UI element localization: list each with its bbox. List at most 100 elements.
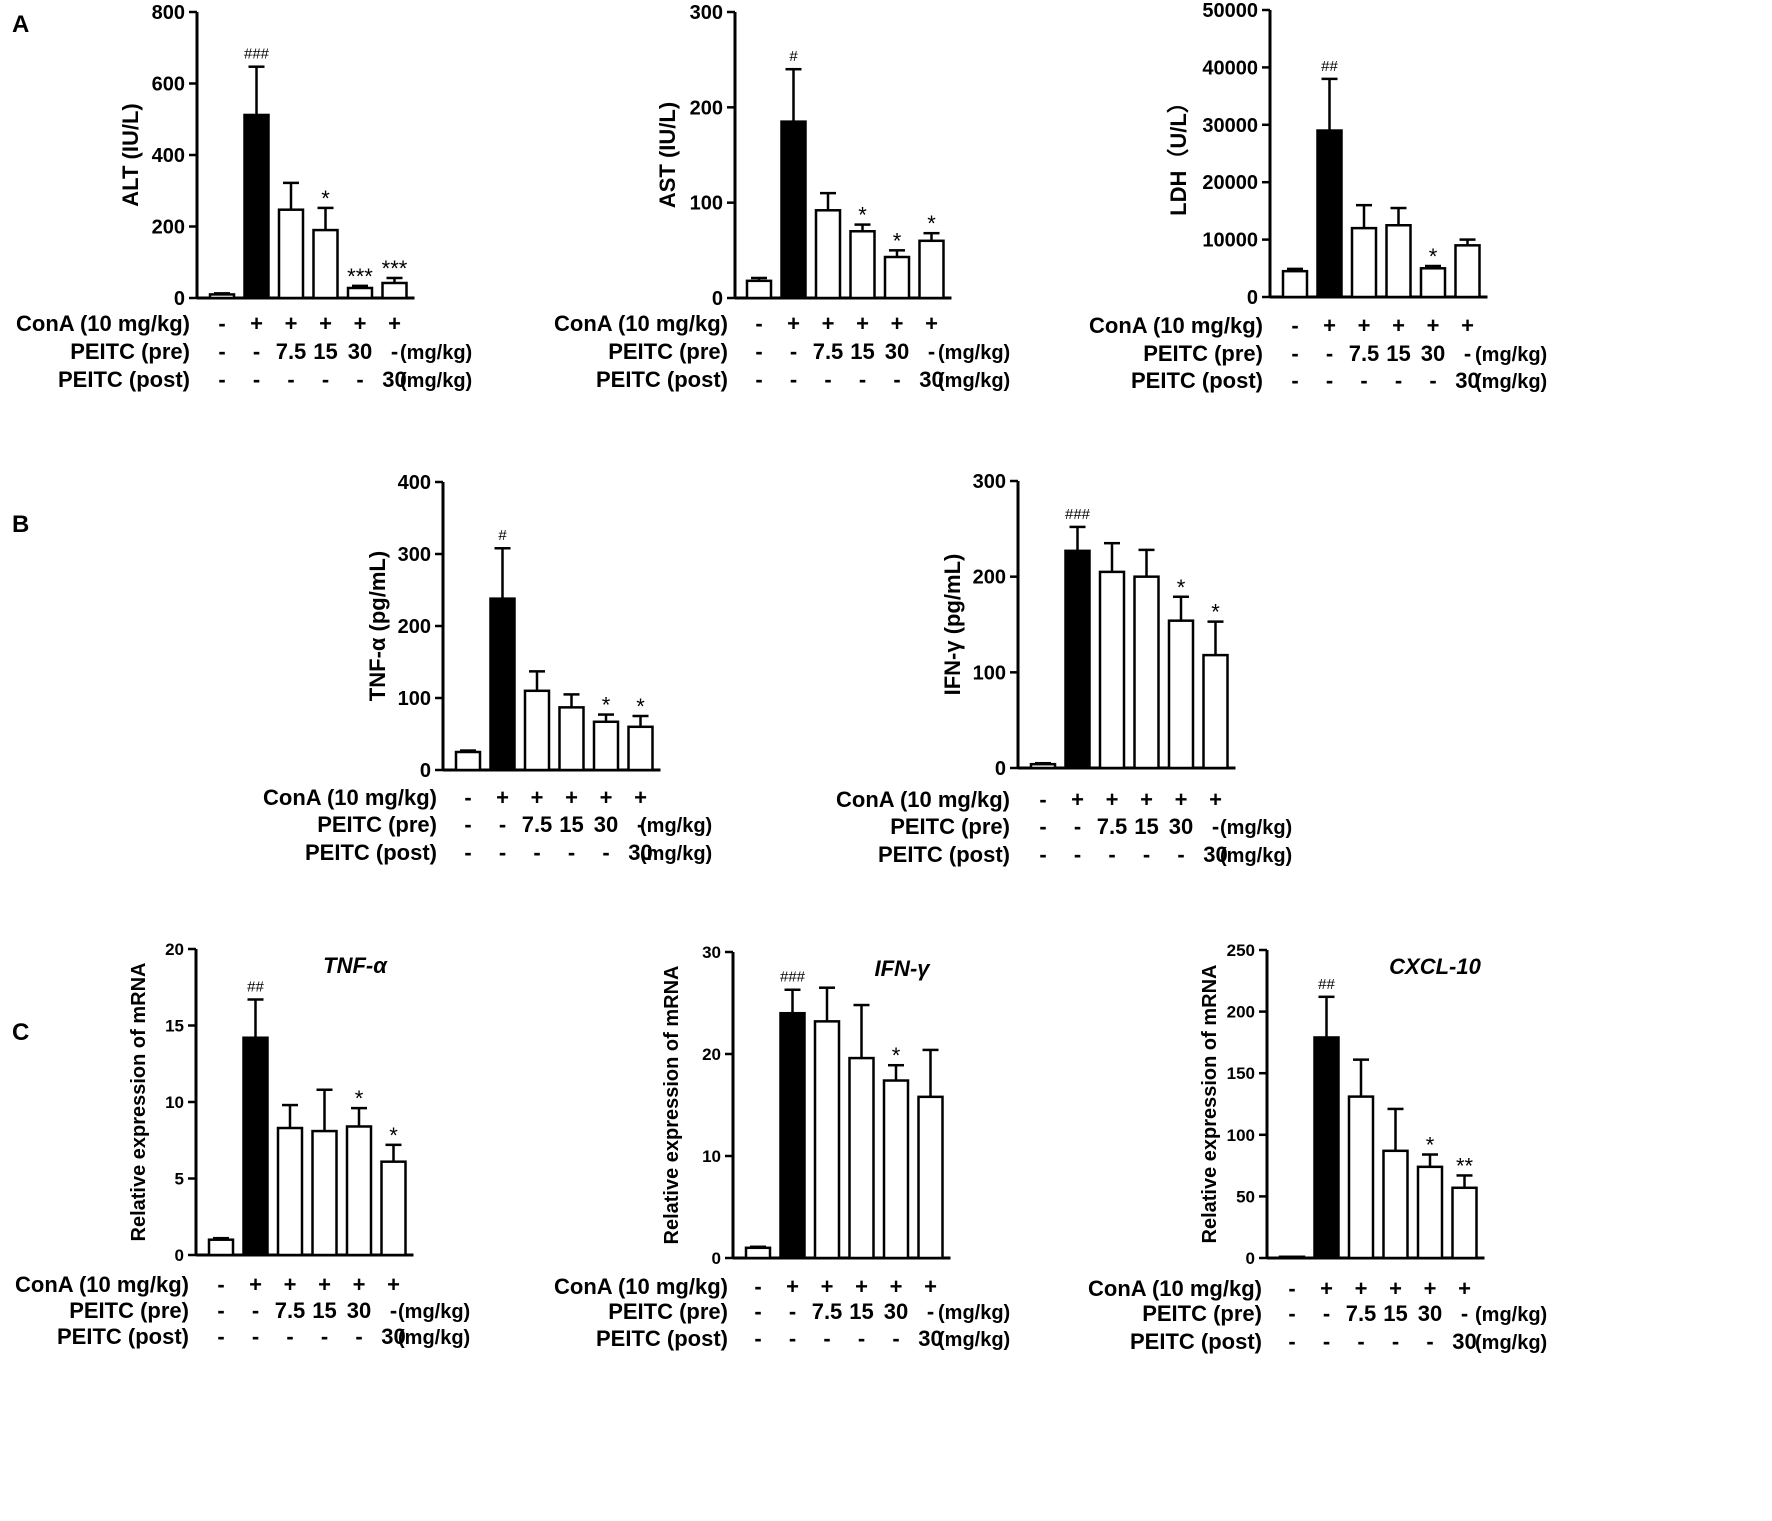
group-code: - bbox=[1426, 1329, 1433, 1354]
y-tick-label: 400 bbox=[398, 472, 431, 494]
group-code: 7.5 bbox=[1097, 814, 1128, 839]
group-code: 7.5 bbox=[522, 812, 553, 837]
unit-label: (mg/kg) bbox=[1475, 371, 1547, 393]
y-tick-label: 15 bbox=[165, 1016, 184, 1035]
group-code: + bbox=[1071, 787, 1084, 812]
significance-label: # bbox=[498, 527, 507, 544]
group-code: - bbox=[321, 1324, 328, 1349]
group-code: - bbox=[790, 339, 797, 364]
bar bbox=[243, 113, 270, 300]
group-code: - bbox=[253, 339, 260, 364]
group-code: - bbox=[928, 339, 935, 364]
row-label-pre: PEITC (pre) bbox=[70, 339, 190, 364]
group-code: 30 bbox=[628, 840, 652, 865]
y-tick-label: 150 bbox=[1227, 1064, 1255, 1083]
group-code: - bbox=[217, 1324, 224, 1349]
group-code: 30 bbox=[594, 812, 618, 837]
group-code: - bbox=[755, 367, 762, 392]
group-code: - bbox=[252, 1324, 259, 1349]
group-code: - bbox=[464, 812, 471, 837]
y-tick-label: 100 bbox=[973, 662, 1006, 684]
group-code: - bbox=[1039, 814, 1046, 839]
group-code: + bbox=[855, 1274, 868, 1299]
group-code: - bbox=[1039, 787, 1046, 812]
y-tick-label: 20 bbox=[702, 1045, 721, 1064]
significance-label: ### bbox=[1065, 506, 1091, 523]
group-code: + bbox=[319, 311, 332, 336]
significance-label: ## bbox=[247, 978, 264, 995]
group-code: 7.5 bbox=[1349, 341, 1380, 366]
significance-label: * bbox=[1429, 244, 1438, 269]
panel-label-b: B bbox=[12, 511, 29, 538]
group-code: 15 bbox=[559, 812, 583, 837]
group-code: - bbox=[1326, 341, 1333, 366]
chart-title: IFN-γ bbox=[875, 956, 932, 981]
significance-label: *** bbox=[382, 256, 408, 281]
group-code: - bbox=[1177, 842, 1184, 867]
y-tick-label: 100 bbox=[398, 688, 431, 710]
bar bbox=[312, 228, 339, 300]
group-code: 7.5 bbox=[812, 1299, 843, 1324]
y-tick-label: 300 bbox=[973, 471, 1006, 493]
group-code: + bbox=[925, 311, 938, 336]
group-code: + bbox=[1389, 1276, 1402, 1301]
group-code: 30 bbox=[381, 1324, 405, 1349]
y-tick-label: 600 bbox=[152, 74, 185, 96]
significance-label: * bbox=[355, 1086, 364, 1111]
group-code: - bbox=[1039, 842, 1046, 867]
bar bbox=[207, 1238, 235, 1257]
group-code: - bbox=[602, 840, 609, 865]
bar bbox=[744, 1246, 772, 1260]
group-code: 15 bbox=[312, 1298, 336, 1323]
group-code: 30 bbox=[1418, 1301, 1442, 1326]
significance-label: ### bbox=[780, 969, 806, 986]
group-code: + bbox=[318, 1272, 331, 1297]
group-code: 30 bbox=[1203, 842, 1227, 867]
y-tick-label: 300 bbox=[398, 544, 431, 566]
significance-label: ** bbox=[1456, 1153, 1474, 1178]
group-code: + bbox=[1427, 313, 1440, 338]
group-code: - bbox=[1291, 313, 1298, 338]
group-code: - bbox=[754, 1274, 761, 1299]
y-tick-label: 200 bbox=[690, 97, 723, 119]
group-code: + bbox=[1392, 313, 1405, 338]
bar bbox=[346, 286, 374, 300]
group-code: 30 bbox=[1421, 341, 1445, 366]
group-code: - bbox=[1323, 1329, 1330, 1354]
group-code: - bbox=[1326, 368, 1333, 393]
group-code: - bbox=[927, 1299, 934, 1324]
unit-label: (mg/kg) bbox=[398, 1301, 470, 1323]
group-code: 30 bbox=[347, 1298, 371, 1323]
group-code: 30 bbox=[918, 1326, 942, 1351]
y-tick-label: 200 bbox=[1227, 1003, 1255, 1022]
group-code: 30 bbox=[885, 339, 909, 364]
row-label-pre: PEITC (pre) bbox=[890, 814, 1010, 839]
bar bbox=[1098, 570, 1126, 770]
group-code: + bbox=[787, 311, 800, 336]
significance-label: * bbox=[893, 228, 902, 253]
group-code: + bbox=[1358, 313, 1371, 338]
row-label-pre: PEITC (pre) bbox=[69, 1298, 189, 1323]
y-axis-label: Relative expression of mRNA bbox=[661, 966, 683, 1245]
y-tick-label: 100 bbox=[1227, 1126, 1255, 1145]
y-tick-label: 400 bbox=[152, 145, 185, 167]
significance-label: ### bbox=[244, 46, 270, 63]
group-code: - bbox=[1291, 368, 1298, 393]
group-code: - bbox=[859, 367, 866, 392]
group-code: 30 bbox=[1452, 1329, 1476, 1354]
bar bbox=[523, 689, 551, 772]
row-label-pre: PEITC (pre) bbox=[608, 339, 728, 364]
bar bbox=[918, 239, 945, 300]
group-code: - bbox=[218, 339, 225, 364]
chart-ldh: 0 10000 20000 30000 40000 50000 LDH（U/L） ## * Con… bbox=[1089, 0, 1547, 393]
significance-label: ## bbox=[1318, 976, 1335, 993]
chart-ifn-protein: 0 100 200 300 IFN-γ (pg/mL) ### * * ConA (10 mg/… bbox=[836, 471, 1292, 867]
significance-label: * bbox=[892, 1043, 901, 1068]
panel-label-c: C bbox=[12, 1019, 29, 1046]
group-code: + bbox=[387, 1272, 400, 1297]
group-code: - bbox=[1395, 368, 1402, 393]
significance-label: * bbox=[636, 694, 645, 719]
y-tick-label: 5 bbox=[175, 1169, 184, 1188]
row-label-pre: PEITC (pre) bbox=[608, 1299, 728, 1324]
y-tick-label: 0 bbox=[420, 760, 431, 782]
